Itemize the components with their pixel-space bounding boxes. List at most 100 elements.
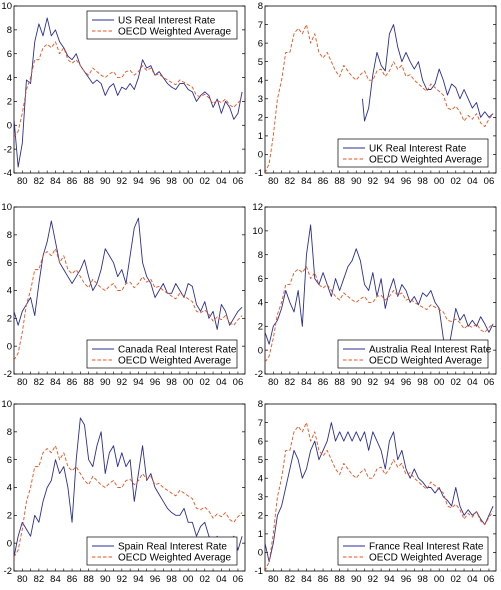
x-tick-label: 84 bbox=[301, 377, 312, 388]
y-tick-label: 8 bbox=[258, 250, 263, 261]
x-tick-label: 90 bbox=[351, 377, 362, 388]
legend-label: OECD Weighted Average bbox=[369, 553, 482, 564]
oecd-average-line bbox=[14, 41, 243, 138]
x-tick-label: 02 bbox=[199, 377, 210, 388]
x-tick-label: 80 bbox=[268, 377, 279, 388]
y-tick-label: 8 bbox=[7, 25, 12, 36]
x-tick-label: 00 bbox=[434, 176, 445, 187]
y-tick-label: 2 bbox=[258, 511, 263, 522]
x-tick-label: 06 bbox=[484, 176, 495, 187]
y-tick-label: 7 bbox=[258, 20, 263, 31]
y-tick-label: 1 bbox=[258, 529, 263, 540]
y-tick-label: 10 bbox=[1, 1, 12, 12]
x-tick-label: 82 bbox=[34, 377, 45, 388]
x-tick-label: 02 bbox=[199, 574, 210, 585]
x-tick-label: 04 bbox=[216, 377, 227, 388]
y-tick-label: 6 bbox=[7, 49, 12, 60]
x-tick-label: 92 bbox=[117, 574, 128, 585]
x-tick-label: 92 bbox=[368, 176, 379, 187]
y-tick-label: 4 bbox=[258, 75, 263, 86]
x-tick-label: 06 bbox=[233, 574, 244, 585]
oecd-average-line bbox=[265, 24, 494, 173]
x-tick-label: 96 bbox=[401, 574, 412, 585]
x-tick-label: 80 bbox=[17, 377, 28, 388]
x-tick-label: 92 bbox=[368, 574, 379, 585]
country-rate-line bbox=[14, 17, 243, 168]
x-tick-label: 98 bbox=[166, 574, 177, 585]
x-tick-label: 84 bbox=[50, 574, 61, 585]
x-tick-label: 94 bbox=[133, 176, 144, 187]
legend-label: France Real Interest Rate bbox=[369, 542, 484, 553]
legend-label: OECD Weighted Average bbox=[118, 553, 231, 564]
y-tick-label: 8 bbox=[7, 427, 12, 438]
x-tick-label: 88 bbox=[334, 574, 345, 585]
x-tick-label: 96 bbox=[150, 176, 161, 187]
x-tick-label: 90 bbox=[351, 574, 362, 585]
x-tick-label: 86 bbox=[318, 176, 329, 187]
x-tick-label: 00 bbox=[434, 574, 445, 585]
x-tick-label: 06 bbox=[233, 176, 244, 187]
y-tick-label: 2 bbox=[7, 511, 12, 522]
x-tick-label: 84 bbox=[50, 176, 61, 187]
legend-label: US Real Interest Rate bbox=[118, 16, 216, 27]
legend-label: UK Real Interest Rate bbox=[369, 144, 467, 155]
y-tick-label: 0 bbox=[258, 345, 263, 356]
y-tick-label: -2 bbox=[255, 369, 263, 380]
y-tick-label: -1 bbox=[255, 168, 263, 179]
x-tick-label: 04 bbox=[467, 574, 478, 585]
x-tick-label: 88 bbox=[334, 176, 345, 187]
x-tick-label: 96 bbox=[401, 176, 412, 187]
x-tick-label: 80 bbox=[268, 574, 279, 585]
y-tick-label: 8 bbox=[258, 399, 263, 410]
country-rate-line bbox=[14, 217, 243, 330]
country-rate-line bbox=[265, 224, 494, 357]
x-tick-label: 00 bbox=[434, 377, 445, 388]
legend-label: Canada Real Interest Rate bbox=[118, 345, 237, 356]
x-tick-label: 02 bbox=[450, 176, 461, 187]
x-tick-label: 84 bbox=[50, 377, 61, 388]
legend-label: OECD Weighted Average bbox=[118, 356, 231, 367]
y-tick-label: -2 bbox=[4, 144, 12, 155]
x-tick-label: 86 bbox=[318, 377, 329, 388]
y-tick-label: 4 bbox=[258, 473, 263, 484]
y-tick-label: 6 bbox=[258, 38, 263, 49]
y-tick-label: 0 bbox=[7, 120, 12, 131]
x-tick-label: 80 bbox=[17, 574, 28, 585]
y-tick-label: 0 bbox=[7, 538, 12, 549]
legend-box bbox=[337, 536, 489, 566]
y-tick-label: 4 bbox=[7, 286, 12, 297]
x-tick-label: 90 bbox=[351, 176, 362, 187]
y-tick-label: 10 bbox=[1, 399, 12, 410]
x-tick-label: 04 bbox=[216, 176, 227, 187]
legend-box bbox=[337, 339, 489, 369]
x-tick-label: 94 bbox=[384, 377, 395, 388]
x-tick-label: 92 bbox=[117, 176, 128, 187]
x-tick-label: 98 bbox=[417, 176, 428, 187]
country-rate-line bbox=[265, 422, 494, 563]
y-tick-label: 0 bbox=[258, 548, 263, 559]
legend-box bbox=[337, 138, 489, 168]
y-tick-label: 1 bbox=[258, 131, 263, 142]
y-tick-label: 0 bbox=[258, 150, 263, 161]
y-tick-label: 4 bbox=[7, 483, 12, 494]
y-tick-label: -4 bbox=[4, 168, 12, 179]
x-tick-label: 02 bbox=[199, 176, 210, 187]
x-tick-label: 90 bbox=[100, 377, 111, 388]
y-tick-label: 8 bbox=[258, 1, 263, 12]
x-tick-label: 98 bbox=[166, 377, 177, 388]
y-tick-label: 3 bbox=[258, 94, 263, 105]
legend-label: Australia Real Interest Rate bbox=[369, 345, 492, 356]
y-tick-label: 2 bbox=[7, 314, 12, 325]
x-tick-label: 94 bbox=[384, 574, 395, 585]
x-tick-label: 00 bbox=[183, 176, 194, 187]
x-tick-label: 04 bbox=[216, 574, 227, 585]
x-tick-label: 92 bbox=[368, 377, 379, 388]
x-tick-label: 84 bbox=[301, 574, 312, 585]
legend-box bbox=[86, 339, 238, 369]
y-tick-label: 8 bbox=[7, 230, 12, 241]
x-tick-label: 98 bbox=[417, 377, 428, 388]
